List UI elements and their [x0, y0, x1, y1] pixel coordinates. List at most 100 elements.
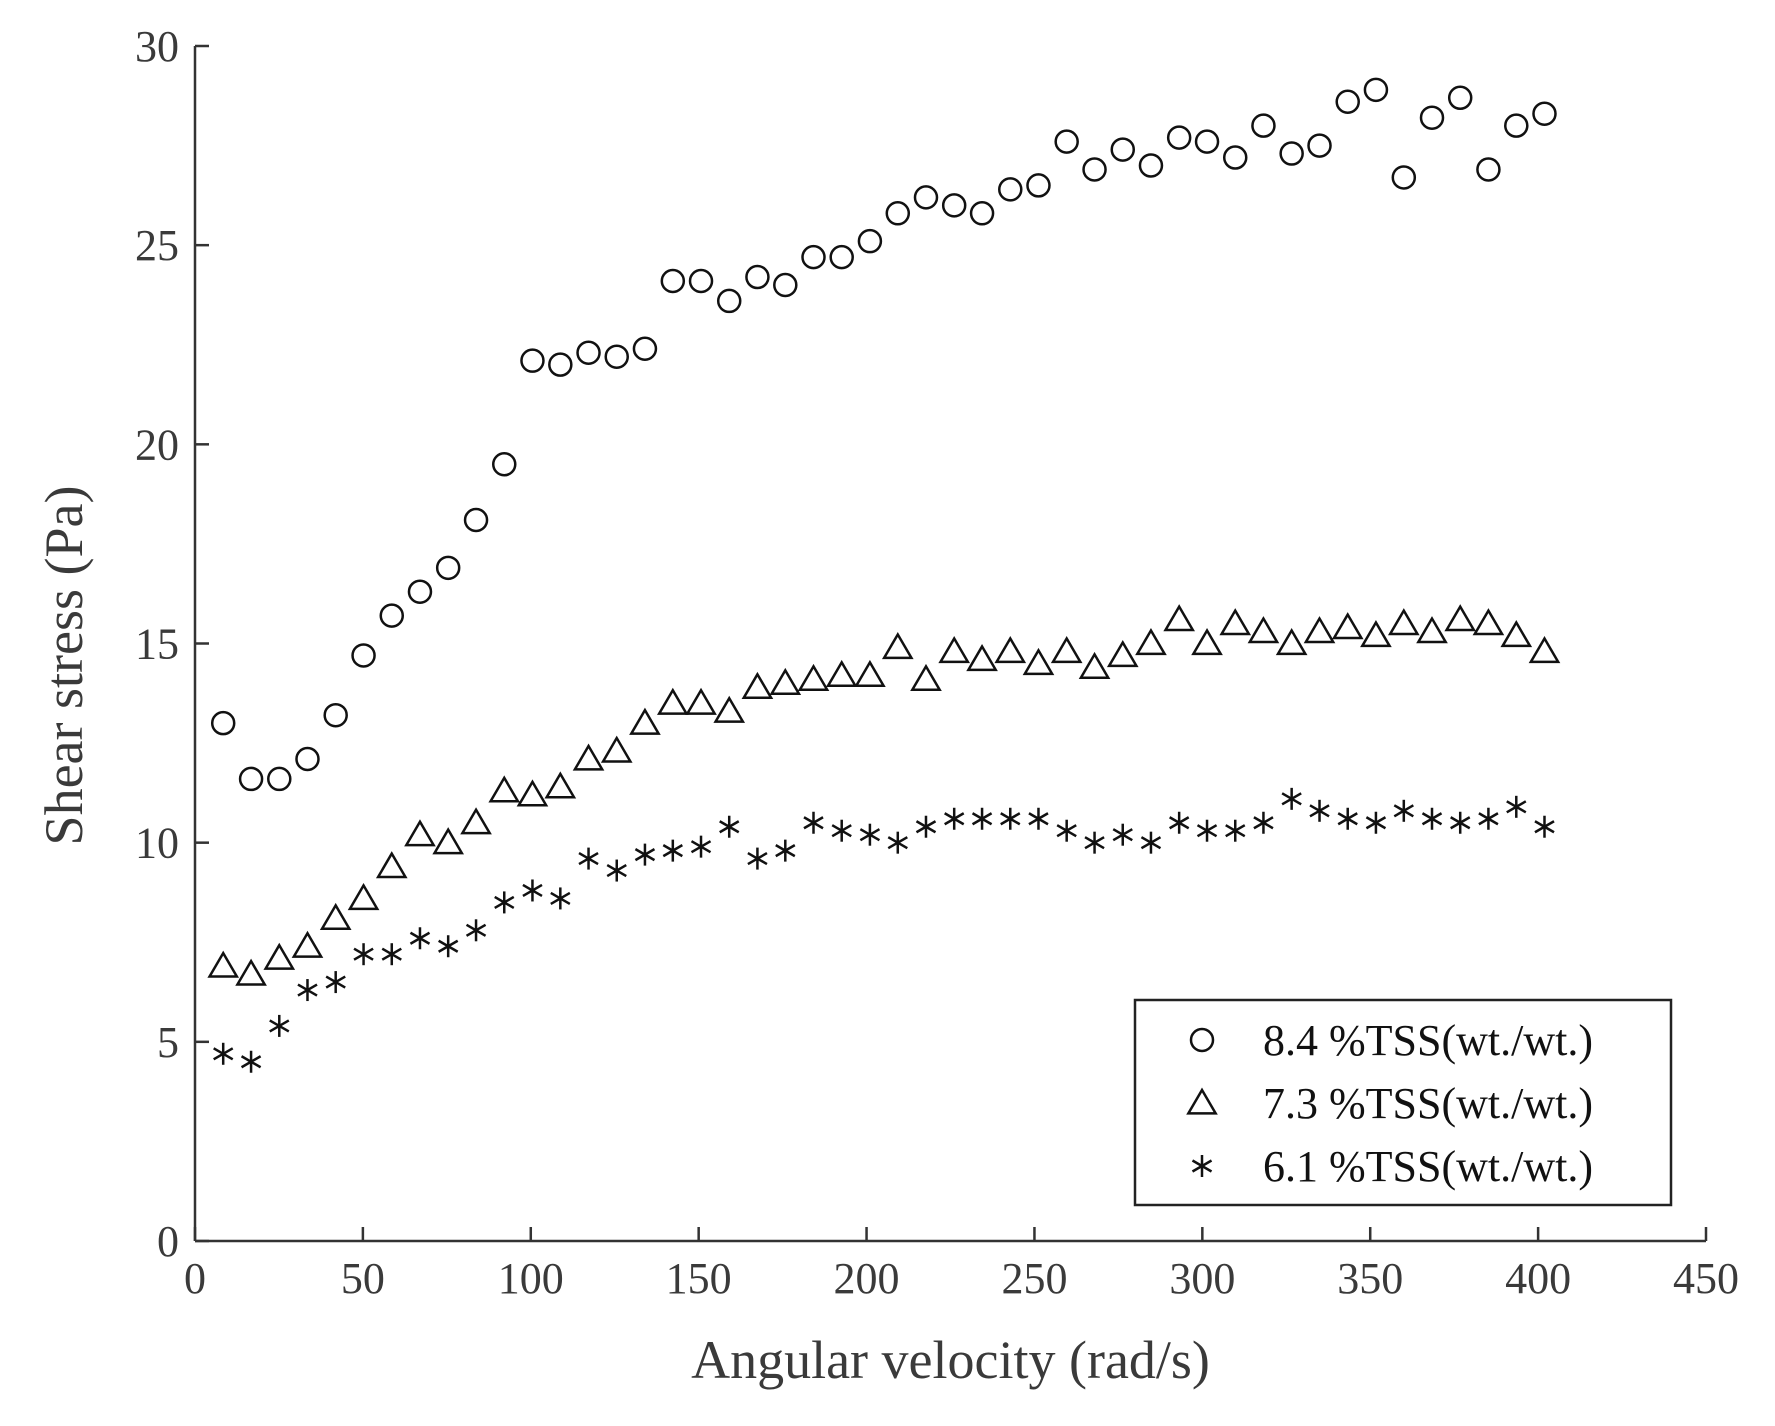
point-triangle-39 — [1303, 616, 1336, 644]
point-triangle-41 — [1360, 620, 1392, 648]
point-asterisk-13 — [578, 847, 599, 870]
point-circle-1 — [238, 766, 264, 792]
point-circle-24 — [885, 201, 911, 226]
y-tick-label-2: 10 — [135, 819, 179, 868]
point-asterisk-24 — [887, 831, 908, 854]
point-triangle-33 — [1135, 628, 1167, 656]
point-triangle-19 — [741, 671, 774, 699]
point-triangle-12 — [544, 771, 577, 799]
point-circle-15 — [632, 336, 658, 361]
point-asterisk-3 — [297, 979, 318, 1002]
series-asterisk — [213, 787, 1555, 1073]
legend-items: 8.4 %TSS(wt./wt.) 7.3 %TSS(wt./wt.) 6.1 %T… — [1186, 1016, 1593, 1191]
point-triangle-46 — [1500, 620, 1533, 648]
legend-label-2: 6.1 %TSS(wt./wt.) — [1263, 1142, 1593, 1191]
y-tick-label-4: 20 — [135, 420, 179, 469]
point-circle-14 — [604, 344, 629, 369]
point-triangle-20 — [769, 667, 802, 695]
legend-box — [1133, 998, 1673, 1207]
point-triangle-11 — [516, 779, 549, 807]
legend-label-0: 8.4 %TSS(wt./wt.) — [1263, 1016, 1593, 1065]
x-tick-label-5: 250 — [1001, 1254, 1067, 1303]
point-triangle-1 — [235, 958, 267, 986]
point-asterisk-23 — [859, 823, 881, 846]
point-triangle-15 — [629, 707, 661, 735]
point-triangle-28 — [994, 635, 1027, 664]
point-asterisk-4 — [325, 971, 346, 994]
point-circle-35 — [1194, 129, 1220, 154]
point-triangle-13 — [572, 743, 605, 771]
point-asterisk-17 — [690, 835, 712, 858]
point-triangle-36 — [1219, 608, 1252, 636]
y-tick-label-0: 0 — [157, 1217, 179, 1266]
point-circle-46 — [1504, 113, 1529, 138]
point-triangle-21 — [797, 663, 830, 691]
point-asterisk-42 — [1393, 799, 1414, 822]
point-triangle-3 — [291, 930, 324, 958]
legend-marker-circle — [1189, 1027, 1215, 1053]
point-triangle-8 — [432, 827, 465, 855]
point-triangle-26 — [938, 635, 971, 664]
legend: 8.4 %TSS(wt./wt.) 7.3 %TSS(wt./wt.) 6.1 %T… — [1133, 998, 1673, 1207]
point-asterisk-39 — [1309, 799, 1330, 822]
point-asterisk-11 — [522, 879, 543, 902]
series-circle — [210, 77, 1557, 792]
point-asterisk-22 — [831, 819, 852, 842]
y-axis-title: Shear stress (Pa) — [34, 486, 94, 846]
point-asterisk-27 — [971, 807, 993, 830]
point-asterisk-25 — [915, 815, 937, 838]
point-triangle-40 — [1331, 612, 1364, 640]
x-tick-label-1: 50 — [341, 1254, 385, 1303]
point-asterisk-30 — [1056, 819, 1077, 842]
point-asterisk-9 — [465, 919, 487, 942]
point-circle-33 — [1138, 153, 1164, 178]
x-tick-label-7: 350 — [1337, 1254, 1403, 1303]
point-triangle-10 — [488, 775, 521, 803]
point-circle-17 — [688, 268, 714, 294]
point-circle-28 — [998, 177, 1023, 202]
x-tick-label-9: 450 — [1673, 1254, 1739, 1303]
x-tick-label-8: 400 — [1505, 1254, 1571, 1303]
point-triangle-17 — [685, 687, 717, 715]
point-asterisk-28 — [1000, 807, 1021, 830]
point-triangle-34 — [1163, 604, 1195, 632]
point-circle-18 — [716, 288, 742, 314]
point-circle-37 — [1251, 113, 1276, 138]
point-circle-11 — [520, 348, 545, 373]
point-triangle-43 — [1416, 616, 1448, 644]
point-circle-36 — [1222, 145, 1248, 170]
point-asterisk-40 — [1337, 807, 1358, 830]
point-asterisk-8 — [438, 935, 459, 958]
point-triangle-6 — [375, 851, 408, 879]
point-circle-5 — [351, 643, 376, 668]
point-triangle-44 — [1444, 604, 1477, 632]
point-circle-25 — [913, 185, 939, 210]
point-triangle-45 — [1472, 608, 1505, 636]
x-tick-label-3: 150 — [666, 1254, 732, 1303]
point-asterisk-2 — [269, 1014, 290, 1037]
point-triangle-37 — [1247, 616, 1280, 644]
point-asterisk-29 — [1028, 807, 1049, 830]
series-layer — [207, 77, 1561, 1073]
point-triangle-22 — [825, 659, 858, 688]
point-triangle-29 — [1022, 647, 1055, 676]
point-triangle-18 — [713, 695, 746, 723]
point-asterisk-19 — [747, 847, 768, 870]
point-asterisk-0 — [213, 1042, 234, 1065]
point-triangle-47 — [1528, 635, 1561, 664]
point-asterisk-43 — [1421, 807, 1443, 830]
point-triangle-31 — [1078, 651, 1111, 680]
point-asterisk-33 — [1140, 831, 1162, 854]
point-circle-21 — [801, 244, 826, 270]
point-circle-6 — [379, 603, 405, 628]
point-triangle-32 — [1106, 639, 1139, 668]
point-circle-3 — [295, 746, 320, 772]
point-circle-7 — [407, 579, 433, 604]
point-triangle-4 — [319, 902, 352, 930]
point-asterisk-21 — [803, 811, 824, 834]
point-asterisk-12 — [550, 887, 571, 910]
point-circle-8 — [435, 555, 461, 581]
point-circle-34 — [1166, 125, 1192, 150]
point-triangle-7 — [404, 819, 436, 847]
